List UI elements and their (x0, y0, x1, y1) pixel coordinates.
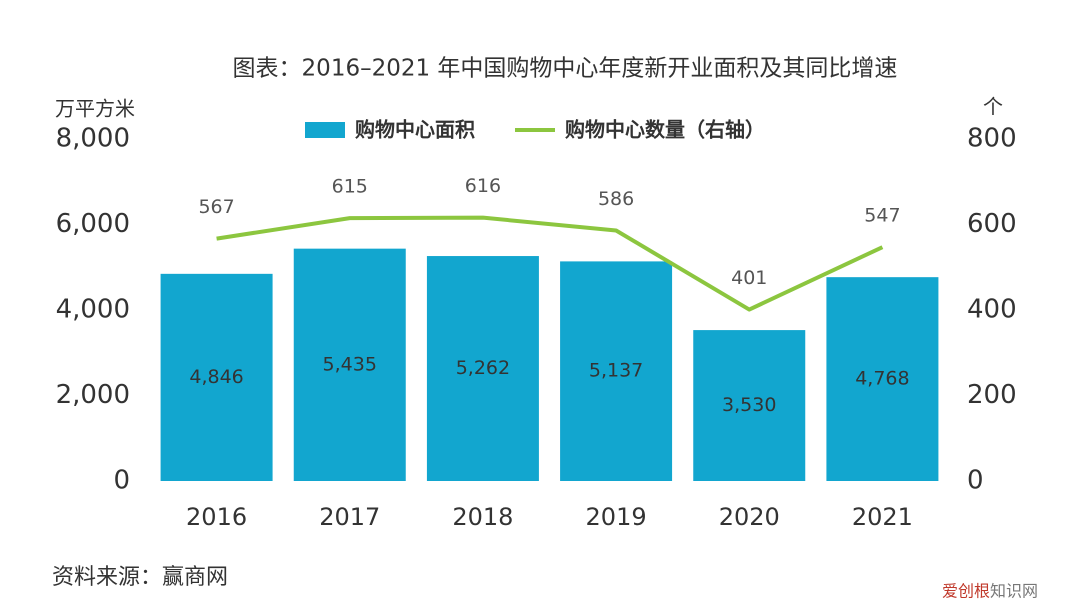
bar (693, 330, 806, 481)
y-axis-unit: 万平方米 (55, 97, 135, 121)
y2-tick-label: 400 (967, 295, 1017, 325)
y-tick-label: 2,000 (56, 380, 130, 410)
x-tick-label: 2018 (452, 503, 513, 531)
y-tick-label: 4,000 (56, 295, 130, 325)
line-value-label: 547 (864, 205, 900, 227)
y-tick-label: 6,000 (56, 209, 130, 239)
line-value-label: 401 (731, 267, 767, 289)
legend-label: 购物中心面积 (355, 118, 475, 142)
bar-value-label: 5,137 (589, 360, 643, 382)
bar (293, 248, 406, 481)
bar-value-label: 5,435 (323, 353, 377, 375)
watermark: 爱创根 (942, 582, 990, 601)
x-tick-label: 2021 (852, 503, 913, 531)
line-value-label: 567 (198, 196, 234, 218)
y2-tick-label: 600 (967, 209, 1017, 239)
bar (426, 256, 539, 481)
x-tick-label: 2019 (586, 503, 647, 531)
y-tick-label: 8,000 (56, 124, 130, 154)
line (216, 215, 884, 312)
x-tick-label: 2017 (319, 503, 380, 531)
bar (826, 277, 939, 481)
bar (160, 273, 273, 481)
bar-value-label: 4,768 (855, 368, 909, 390)
line-value-label: 616 (465, 175, 501, 197)
bar (560, 261, 673, 481)
bar-value-label: 5,262 (456, 357, 510, 379)
y-tick-label: 0 (113, 466, 130, 496)
legend-swatch (305, 122, 345, 138)
line-value-label: 586 (598, 188, 634, 210)
x-tick-label: 2020 (719, 503, 780, 531)
watermark: 知识网 (990, 582, 1038, 601)
bar-value-label: 4,846 (189, 366, 243, 388)
source: 资料来源：赢商网 (52, 565, 228, 590)
line-value-label: 615 (332, 176, 368, 198)
y2-axis-unit: 个 (983, 95, 1003, 119)
chart-title: 图表：2016–2021 年中国购物中心年度新开业面积及其同比增速 (233, 56, 898, 82)
legend-label: 购物中心数量（右轴） (565, 118, 765, 142)
y2-tick-label: 800 (967, 124, 1017, 154)
y2-tick-label: 0 (967, 466, 984, 496)
x-tick-label: 2016 (186, 503, 247, 531)
bar-value-label: 3,530 (722, 394, 776, 416)
y2-tick-label: 200 (967, 380, 1017, 410)
